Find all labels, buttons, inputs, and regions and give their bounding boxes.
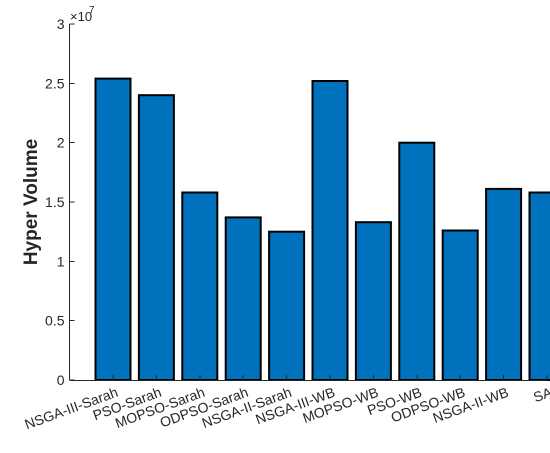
x-ticks-group: NSGA-III-SarahPSO-SarahMOPSO-SarahODPSO-… xyxy=(22,375,550,432)
y-exponent-power: 7 xyxy=(89,5,95,16)
y-tick-label: 2 xyxy=(57,135,65,151)
y-ticks-group: 0 0.5 1 1.5 2 2.5 3 xyxy=(45,16,75,388)
bars-group xyxy=(94,77,550,381)
bar-pso-sarah xyxy=(137,94,175,381)
y-tick-label: 3 xyxy=(57,16,65,32)
x-tick-label: SA xyxy=(531,384,550,406)
y-axis-label: Hyper Volume xyxy=(21,139,42,265)
y-tick-label: 0 xyxy=(57,372,65,388)
y-tick-label: 2.5 xyxy=(45,75,65,91)
bar-sa xyxy=(528,191,550,381)
bar-mopso-sarah xyxy=(181,191,219,381)
bar-odpso-wb xyxy=(441,229,479,381)
y-tick-label: 1 xyxy=(57,253,65,269)
y-exponent-base: ×10 xyxy=(70,9,92,24)
y-tick-label: 1.5 xyxy=(45,194,65,210)
bar-nsga-ii-sarah xyxy=(268,230,306,381)
bar-nsga-ii-wb xyxy=(485,187,523,381)
bar-nsga-iii-wb xyxy=(311,80,349,381)
bar-odpso-sarah xyxy=(224,216,262,381)
y-tick-label: 0.5 xyxy=(45,313,65,329)
bar-mopso-wb xyxy=(354,221,392,381)
bar-pso-wb xyxy=(398,141,436,381)
bar-nsga-iii-sarah xyxy=(94,77,132,381)
